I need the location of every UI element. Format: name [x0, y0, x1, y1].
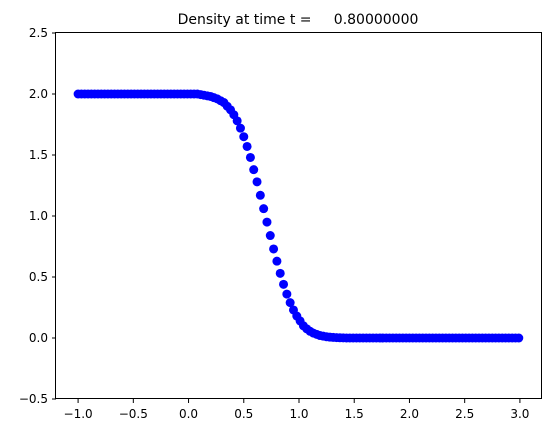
- data-point: [249, 165, 259, 175]
- y-tick-label: 0.5: [29, 270, 48, 284]
- data-point: [242, 141, 252, 151]
- x-tick-label: 2.0: [400, 407, 419, 421]
- data-point: [282, 289, 292, 299]
- x-tick-label: 3.0: [510, 407, 529, 421]
- data-point: [265, 231, 275, 241]
- x-tick-label: 2.5: [455, 407, 474, 421]
- data-point: [285, 298, 295, 308]
- data-points: [73, 89, 524, 343]
- x-tick-label: 0.0: [179, 407, 198, 421]
- y-axis-ticks: −0.5 0.0 0.5 1.0 1.5 2.0 2.5: [19, 26, 56, 406]
- y-tick-label: 2.5: [29, 26, 48, 40]
- data-point: [279, 279, 289, 289]
- data-point: [252, 177, 262, 187]
- x-tick-label: 1.0: [289, 407, 308, 421]
- x-tick-label: −0.5: [119, 407, 148, 421]
- y-tick-label: −0.5: [19, 392, 48, 406]
- data-point: [275, 268, 285, 278]
- data-point: [255, 190, 265, 200]
- x-tick-label: −1.0: [64, 407, 93, 421]
- y-tick-label: 0.0: [29, 331, 48, 345]
- data-point: [239, 132, 249, 142]
- x-tick-label: 1.5: [345, 407, 364, 421]
- chart-title: Density at time t = 0.80000000: [178, 12, 419, 28]
- data-point: [232, 116, 242, 126]
- y-tick-label: 1.5: [29, 148, 48, 162]
- data-point: [262, 217, 272, 227]
- data-point: [245, 152, 255, 162]
- data-point: [514, 333, 524, 343]
- plot-frame: [55, 32, 542, 399]
- data-point: [272, 256, 282, 266]
- y-tick-label: 1.0: [29, 209, 48, 223]
- y-tick-label: 2.0: [29, 87, 48, 101]
- data-point: [269, 244, 279, 254]
- data-point: [259, 204, 269, 214]
- data-point: [235, 123, 245, 133]
- x-axis-ticks: −1.0 −0.5 0.0 0.5 1.0 1.5 2.0 2.5 3.0: [64, 399, 529, 421]
- x-tick-label: 0.5: [234, 407, 253, 421]
